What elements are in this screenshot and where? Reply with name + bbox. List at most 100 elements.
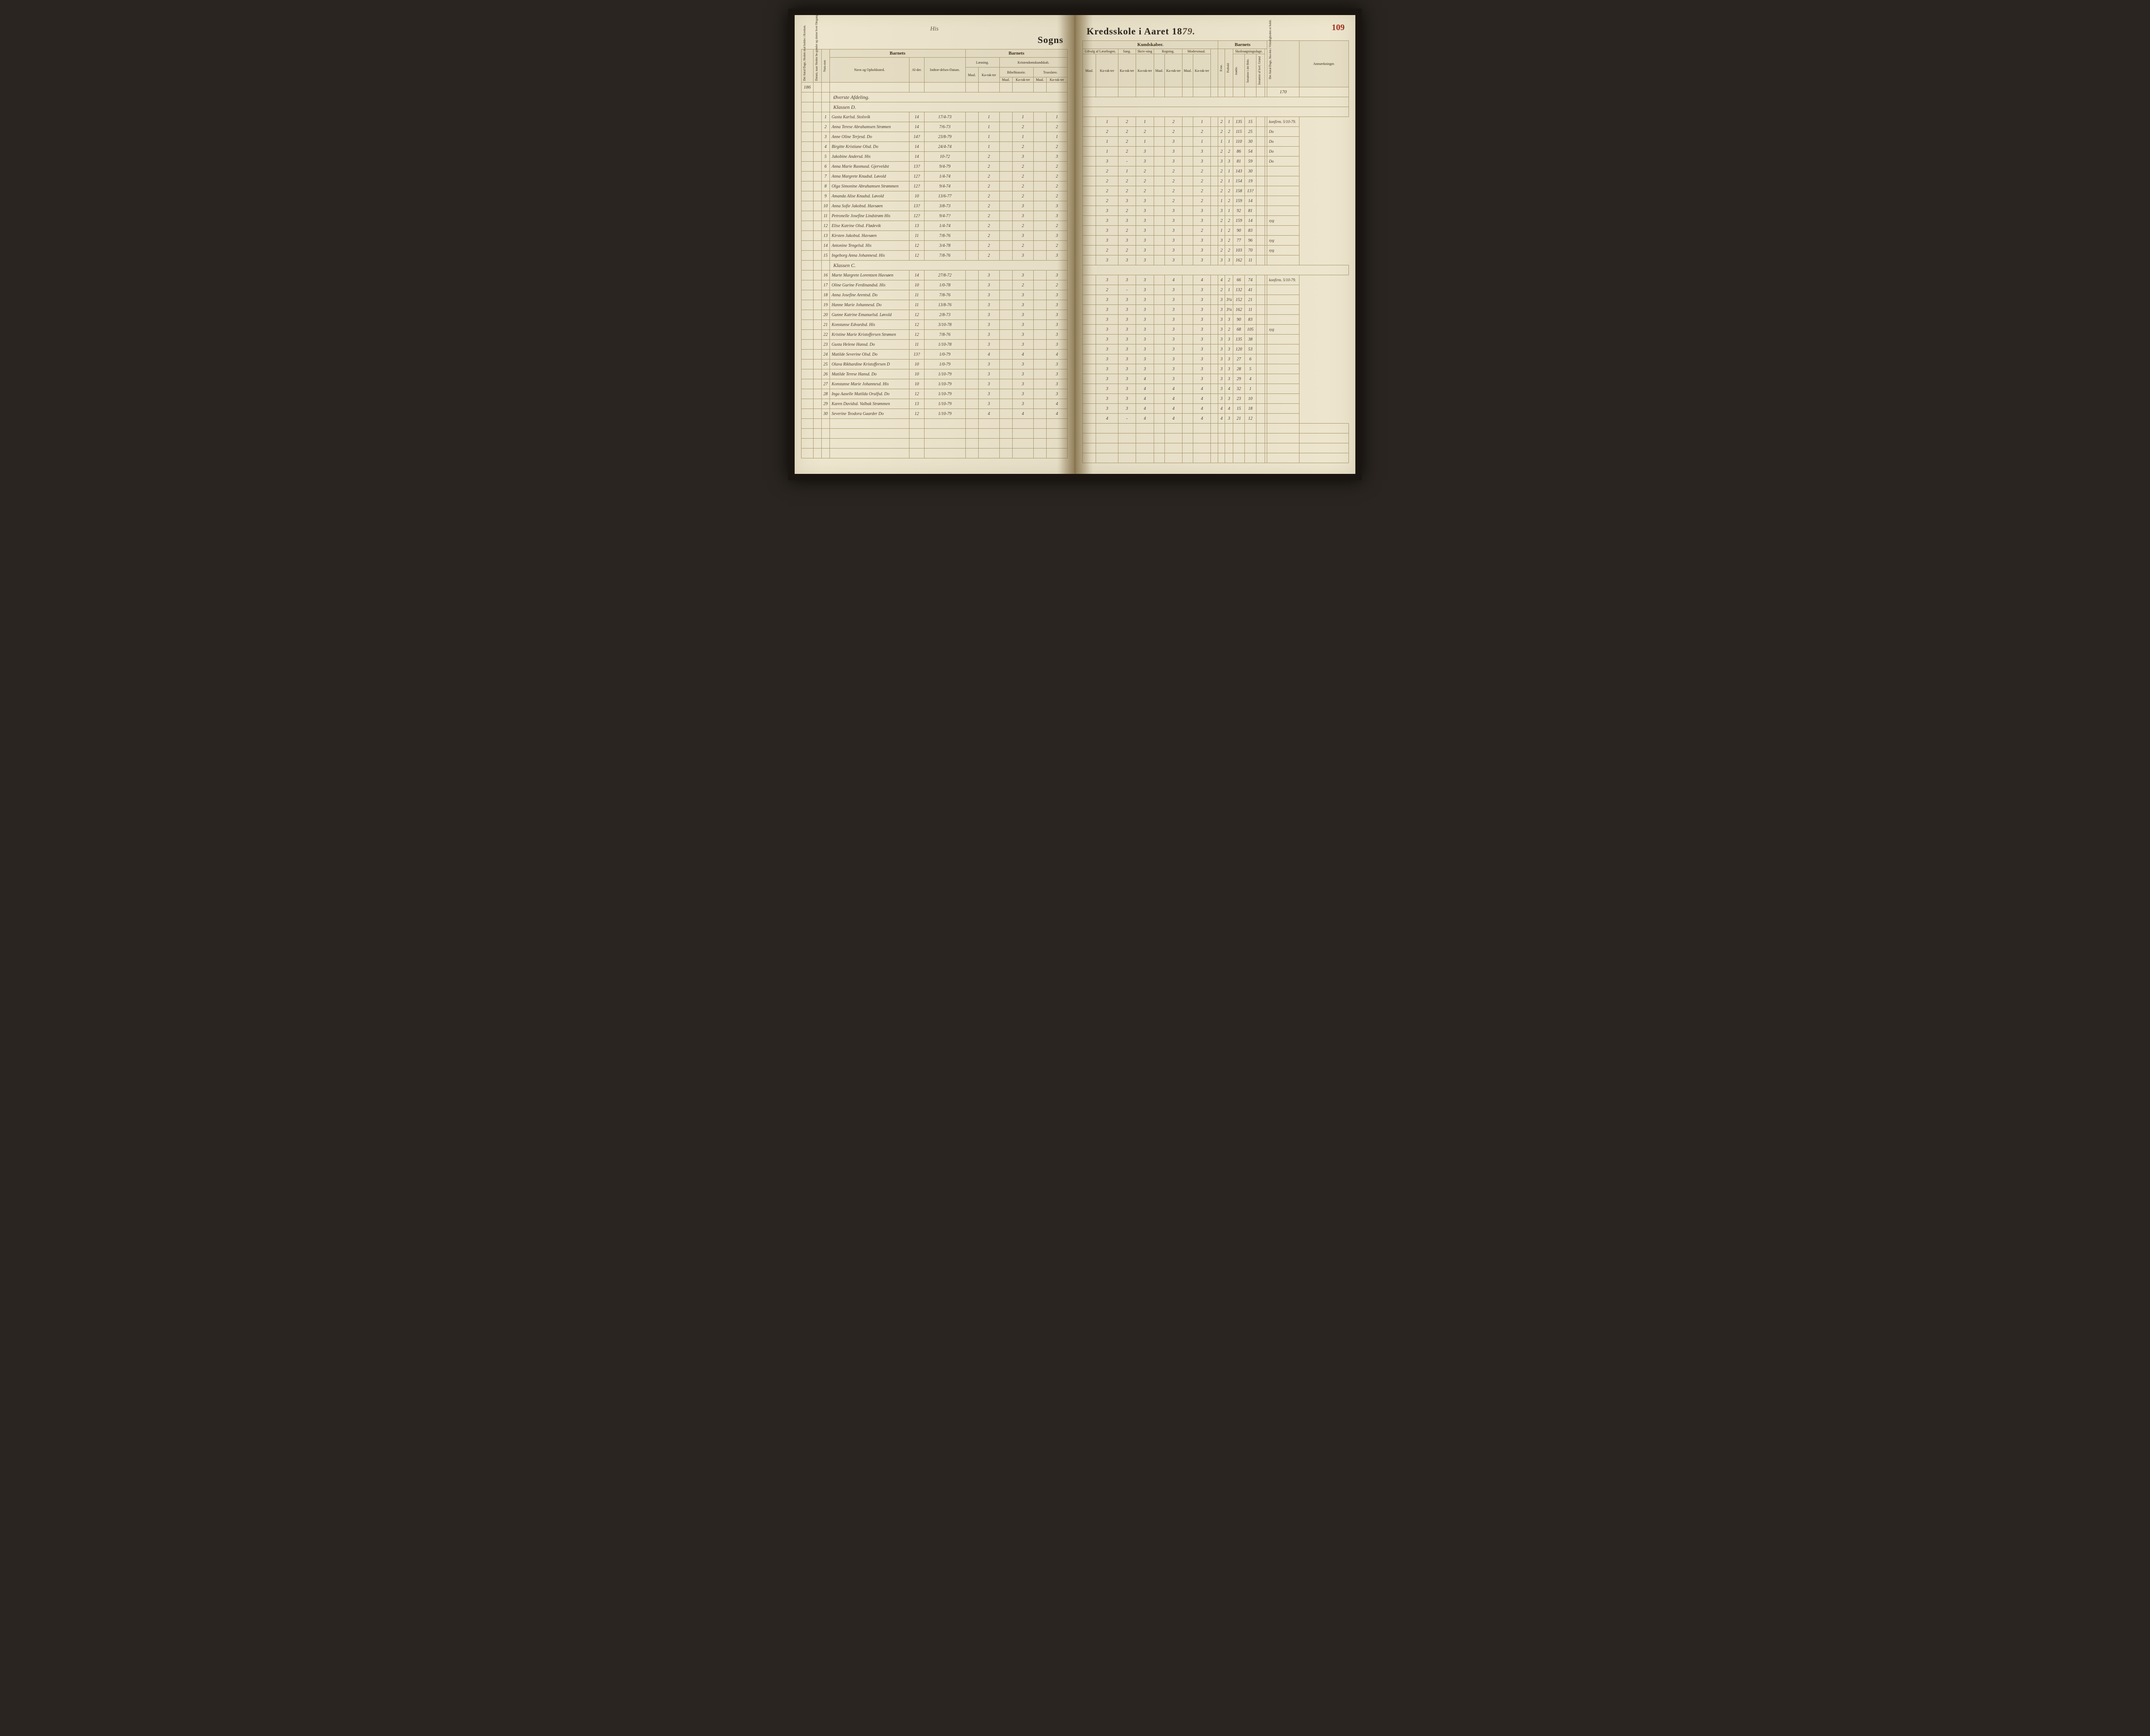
cell (802, 419, 814, 429)
cell (813, 310, 821, 320)
cell: 3 (1193, 295, 1211, 305)
cell (1218, 443, 1225, 453)
cell (1033, 389, 1046, 399)
cell: 14 (909, 122, 924, 132)
cell (1083, 107, 1349, 117)
cell (1256, 433, 1265, 443)
cell: 10 (909, 359, 924, 369)
cell: Olga Simonine Abrahamsen Strømmen (829, 181, 909, 191)
hdr-kar6: Ka-rak-ter (1136, 54, 1154, 87)
cell (1256, 364, 1265, 374)
cell (1033, 172, 1046, 181)
cell (1154, 364, 1164, 374)
cell (1193, 443, 1211, 453)
cell (1233, 453, 1245, 463)
cell (1154, 176, 1164, 186)
cell (978, 429, 999, 439)
cell: 3 (1136, 226, 1154, 236)
cell (1256, 295, 1265, 305)
cell (1267, 335, 1299, 344)
cell: 12? (909, 181, 924, 191)
cell: 2 (978, 191, 999, 201)
cell (1267, 394, 1299, 404)
cell: 26 (821, 369, 829, 379)
cell: 159 (1233, 216, 1245, 226)
cell: 3 (1096, 404, 1118, 414)
table-row: 30Severine Teodora Gaarder Do121/10-7944… (802, 409, 1068, 419)
cell (1033, 399, 1046, 409)
cell: 3 (1046, 379, 1067, 389)
cell (999, 369, 1012, 379)
cell (1136, 424, 1154, 433)
cell (813, 201, 821, 211)
cell (1244, 443, 1256, 453)
cell (813, 409, 821, 419)
cell (1211, 384, 1218, 394)
cell: 3 (1012, 231, 1033, 241)
cell (813, 172, 821, 181)
cell (802, 429, 814, 439)
cell (1033, 132, 1046, 142)
cell: 3 (1225, 315, 1233, 325)
cell: Elise Katrine Olsd. Flødevik (829, 221, 909, 231)
table-row: 333333268105syg (1083, 325, 1349, 335)
cell: 2 (1164, 186, 1182, 196)
cell: 3 (1164, 354, 1182, 364)
cell: 2 (1136, 176, 1154, 186)
cell (1154, 196, 1164, 206)
cell (1083, 404, 1096, 414)
cell (813, 231, 821, 241)
cell: 3 (1164, 344, 1182, 354)
cell (999, 83, 1012, 92)
cell: 1 (978, 112, 999, 122)
cell: 2 (1012, 142, 1033, 152)
cell (1118, 433, 1136, 443)
cell: Hanne Marie Johannesd. Do (829, 300, 909, 310)
cell (1182, 443, 1193, 453)
cell (965, 231, 978, 241)
col-v1: Det Antal Dage, Skolen skal holdes i Kre… (802, 50, 807, 82)
cell: Do (1267, 157, 1299, 166)
cell (1118, 443, 1136, 453)
cell: 1 (1046, 112, 1067, 122)
cell (1256, 246, 1265, 255)
cell: Do (1267, 127, 1299, 137)
hdr-kund: Kundskaber. (1083, 41, 1218, 49)
cell (813, 132, 821, 142)
hdr-kar3: Ka-rak-ter (1046, 77, 1067, 83)
cell: 2 (1046, 162, 1067, 172)
cell: Klassen C. (829, 261, 1067, 270)
cell (1182, 374, 1193, 384)
cell (1211, 295, 1218, 305)
cell (1118, 424, 1136, 433)
table-row: 333333312053 (1083, 344, 1349, 354)
cell: 24 (821, 350, 829, 359)
cell (999, 350, 1012, 359)
cell: 3 (1096, 206, 1118, 216)
cell (1244, 453, 1256, 463)
cell (965, 399, 978, 409)
cell: 2 (1136, 127, 1154, 137)
cell: 3 (1193, 246, 1211, 255)
cell (802, 320, 814, 330)
cell: 3 (1118, 335, 1136, 344)
cell (1182, 344, 1193, 354)
cell: 23 (821, 340, 829, 350)
cell (924, 439, 966, 449)
cell: 3 (1096, 354, 1118, 364)
cell: 4 (1046, 409, 1067, 419)
cell (999, 162, 1012, 172)
cell: 3 (978, 330, 999, 340)
cell: 18 (821, 290, 829, 300)
cell (802, 389, 814, 399)
cell: 3 (1118, 344, 1136, 354)
cell (1256, 414, 1265, 424)
cell (821, 429, 829, 439)
cell: 15 (821, 251, 829, 261)
cell (1256, 196, 1265, 206)
cell (1033, 112, 1046, 122)
hdr-alder: Al-der. (909, 58, 924, 83)
cell: 18 (1244, 404, 1256, 414)
cell (999, 191, 1012, 201)
cell: 1 (1225, 206, 1233, 216)
